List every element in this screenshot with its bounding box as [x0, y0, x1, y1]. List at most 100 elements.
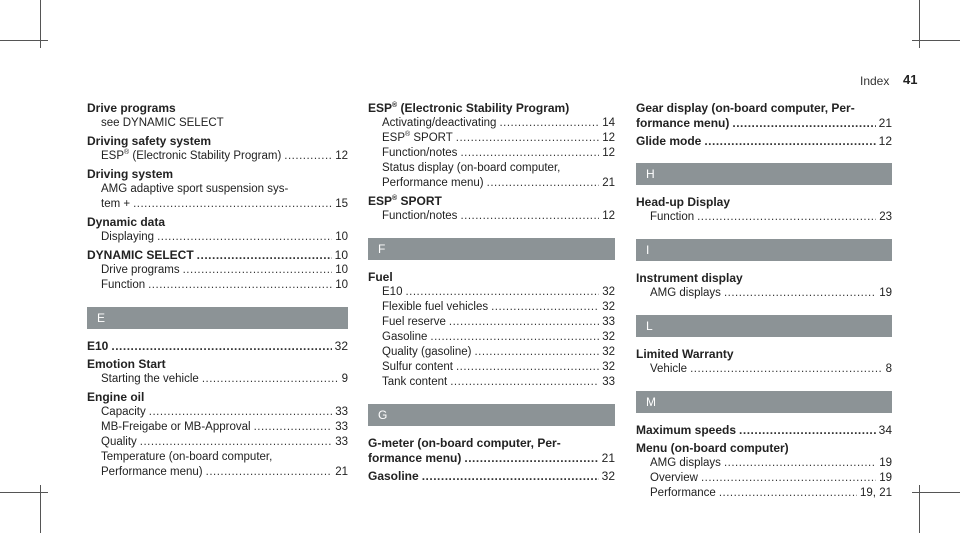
- index-heading: Menu (on-board computer): [636, 441, 789, 455]
- entry-text: DYNAMIC SELECT: [87, 248, 194, 262]
- index-entry[interactable]: Drive programs 10: [87, 263, 348, 278]
- index-entry[interactable]: Quality (gasoline) 32: [368, 345, 615, 360]
- entry-text: AMG displays: [650, 457, 721, 469]
- leader-dots: [449, 315, 599, 330]
- entry-text: Drive programs: [101, 264, 180, 276]
- page-ref: 12: [878, 134, 892, 148]
- leader-dots: [499, 116, 599, 131]
- letter-section-bar: F: [368, 238, 615, 260]
- index-entry[interactable]: Capacity 33: [87, 405, 348, 420]
- index-entry[interactable]: Overview 19: [636, 471, 892, 486]
- index-entry[interactable]: Activating/deactivating 14: [368, 116, 615, 131]
- page-ref: 19: [879, 287, 892, 299]
- index-entry[interactable]: Flexible fuel vehicles 32: [368, 300, 615, 315]
- leader-dots: [202, 372, 339, 387]
- index-heading: Drive programs: [87, 101, 176, 115]
- entry-text: Vehicle: [650, 363, 688, 375]
- index-entry[interactable]: ESP® (Electronic Stability Program) 12: [87, 149, 348, 164]
- crop-mark: [912, 40, 960, 41]
- leader-dots: [704, 134, 875, 149]
- entry-text: ESP: [368, 101, 393, 115]
- index-entry[interactable]: ESP® SPORT 12: [368, 131, 615, 146]
- index-entry[interactable]: DYNAMIC SELECT 10: [87, 248, 348, 263]
- index-entry[interactable]: AMG displays 19: [636, 456, 892, 471]
- leader-dots: [450, 375, 599, 390]
- page-ref: 19: [879, 472, 892, 484]
- leader-dots: [133, 197, 332, 212]
- index-entry[interactable]: Sulfur content 32: [368, 360, 615, 375]
- page-ref: 19, 21: [860, 487, 892, 499]
- index-entry[interactable]: Displaying 10: [87, 230, 348, 245]
- index-entry[interactable]: Starting the vehicle 9: [87, 372, 348, 387]
- leader-dots: [690, 362, 883, 377]
- letter-section-bar: H: [636, 163, 892, 185]
- index-entry[interactable]: Function/notes 12: [368, 146, 615, 161]
- entry-text: Function/notes: [382, 210, 458, 222]
- index-entry[interactable]: Function 23: [636, 210, 892, 225]
- entry-text: Quality (gasoline): [382, 346, 472, 358]
- leader-dots: [149, 405, 332, 420]
- entry-text: (Electronic Stability Program): [397, 101, 570, 115]
- entry-text: Overview: [650, 472, 698, 484]
- entry-text: Flexible fuel vehicles: [382, 301, 489, 313]
- index-entry[interactable]: Function 10: [87, 278, 348, 293]
- index-entry[interactable]: Vehicle 8: [636, 362, 892, 377]
- crop-mark: [919, 485, 920, 533]
- leader-dots: [430, 330, 599, 345]
- index-entry[interactable]: AMG displays 19: [636, 286, 892, 301]
- entry-text: Glide mode: [636, 134, 702, 148]
- entry-text: Tank content: [382, 376, 448, 388]
- registered-mark: ®: [405, 131, 411, 139]
- entry-text: formance menu): [636, 116, 730, 130]
- index-entry[interactable]: Performance menu) 21: [368, 176, 615, 191]
- entry-text: Starting the vehicle: [101, 373, 199, 385]
- index-entry[interactable]: Performance 19, 21: [636, 486, 892, 501]
- index-entry[interactable]: formance menu) 21: [368, 451, 615, 466]
- index-entry[interactable]: Tank content 33: [368, 375, 615, 390]
- leader-dots: [701, 471, 876, 486]
- entry-text: Maximum speeds: [636, 423, 737, 437]
- index-entry[interactable]: tem + 15: [87, 197, 348, 212]
- registered-mark: ®: [392, 195, 398, 202]
- page-ref: 21: [602, 177, 615, 189]
- entry-text: Function: [650, 211, 695, 223]
- page-ref: 9: [341, 373, 348, 385]
- entry-text: Fuel reserve: [382, 316, 446, 328]
- page-header-title: Index: [860, 74, 890, 88]
- index-see-reference[interactable]: see DYNAMIC SELECT: [101, 117, 224, 129]
- index-column-1: Drive programs see DYNAMIC SELECT Drivin…: [87, 101, 348, 480]
- index-entry[interactable]: Fuel reserve 33: [368, 315, 615, 330]
- index-entry[interactable]: Maximum speeds 34: [636, 423, 892, 438]
- index-entry[interactable]: Function/notes 12: [368, 209, 615, 224]
- index-heading: G-meter (on-board computer, Per-: [368, 436, 561, 450]
- page-ref: 32: [601, 469, 615, 483]
- index-heading: Limited Warranty: [636, 347, 734, 361]
- index-heading: Driving safety system: [87, 134, 212, 148]
- crop-mark: [0, 492, 48, 493]
- leader-dots: [456, 360, 599, 375]
- index-entry[interactable]: Gasoline 32: [368, 330, 615, 345]
- index-entry[interactable]: Performance menu) 21: [87, 465, 348, 480]
- index-entry[interactable]: Glide mode 12: [636, 134, 892, 149]
- index-entry[interactable]: formance menu) 21: [636, 116, 892, 131]
- index-entry[interactable]: MB-Freigabe or MB-Approval 33: [87, 420, 348, 435]
- leader-dots: [148, 278, 332, 293]
- entry-text: Sulfur content: [382, 361, 453, 373]
- entry-text: ESP: [368, 194, 393, 208]
- leader-dots: [111, 339, 331, 354]
- page-ref: 32: [602, 301, 615, 313]
- leader-dots: [422, 469, 599, 484]
- letter-section-bar: G: [368, 404, 615, 426]
- crop-mark: [40, 485, 41, 533]
- page-ref: 10: [334, 248, 348, 262]
- entry-text: Displaying: [101, 231, 155, 243]
- entry-text: Performance menu): [101, 466, 203, 478]
- index-entry[interactable]: E10 32: [87, 339, 348, 354]
- index-entry[interactable]: Quality 33: [87, 435, 348, 450]
- leader-dots: [284, 149, 332, 164]
- entry-text: E10: [87, 339, 109, 353]
- registered-mark: ®: [392, 102, 398, 109]
- index-entry[interactable]: Gasoline 32: [368, 469, 615, 484]
- index-entry[interactable]: E10 32: [368, 285, 615, 300]
- index-heading: ESP® (Electronic Stability Program): [368, 101, 615, 116]
